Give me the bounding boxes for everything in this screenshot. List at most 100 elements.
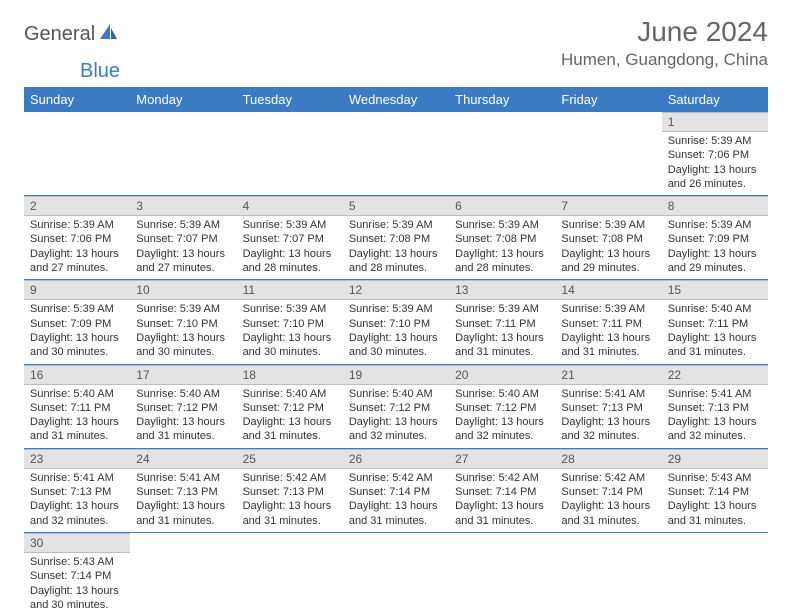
sunrise-text: Sunrise: 5:39 AM bbox=[561, 218, 655, 232]
day-number: 6 bbox=[449, 196, 555, 216]
sunset-text: Sunset: 7:14 PM bbox=[30, 569, 124, 583]
calendar-empty bbox=[130, 112, 236, 196]
sunrise-text: Sunrise: 5:39 AM bbox=[243, 302, 337, 316]
sunset-text: Sunset: 7:14 PM bbox=[455, 485, 549, 499]
sunset-text: Sunset: 7:14 PM bbox=[668, 485, 762, 499]
sunrise-text: Sunrise: 5:39 AM bbox=[243, 218, 337, 232]
sunrise-text: Sunrise: 5:40 AM bbox=[349, 387, 443, 401]
daylight-text: Daylight: 13 hours and 31 minutes. bbox=[561, 331, 655, 360]
day-number: 9 bbox=[24, 280, 130, 300]
daylight-text: Daylight: 13 hours and 30 minutes. bbox=[136, 331, 230, 360]
sail-icon bbox=[97, 22, 119, 47]
sunrise-text: Sunrise: 5:39 AM bbox=[561, 302, 655, 316]
page-title: June 2024 bbox=[561, 16, 768, 48]
day-body: Sunrise: 5:42 AMSunset: 7:14 PMDaylight:… bbox=[449, 469, 555, 532]
sunrise-text: Sunrise: 5:41 AM bbox=[668, 387, 762, 401]
daylight-text: Daylight: 13 hours and 31 minutes. bbox=[455, 331, 549, 360]
calendar-day: 3Sunrise: 5:39 AMSunset: 7:07 PMDaylight… bbox=[130, 196, 236, 280]
day-number: 23 bbox=[24, 449, 130, 469]
sunset-text: Sunset: 7:09 PM bbox=[668, 232, 762, 246]
daylight-text: Daylight: 13 hours and 31 minutes. bbox=[668, 331, 762, 360]
day-number: 10 bbox=[130, 280, 236, 300]
calendar-day: 9Sunrise: 5:39 AMSunset: 7:09 PMDaylight… bbox=[24, 280, 130, 364]
day-body: Sunrise: 5:40 AMSunset: 7:12 PMDaylight:… bbox=[343, 385, 449, 448]
sunset-text: Sunset: 7:13 PM bbox=[136, 485, 230, 499]
sunrise-text: Sunrise: 5:41 AM bbox=[136, 471, 230, 485]
calendar-empty bbox=[555, 112, 661, 196]
sunrise-text: Sunrise: 5:39 AM bbox=[30, 218, 124, 232]
calendar-day: 30Sunrise: 5:43 AMSunset: 7:14 PMDayligh… bbox=[24, 532, 130, 616]
weekday-header: Tuesday bbox=[237, 87, 343, 112]
sunrise-text: Sunrise: 5:39 AM bbox=[136, 302, 230, 316]
calendar-body: 1Sunrise: 5:39 AMSunset: 7:06 PMDaylight… bbox=[24, 112, 768, 616]
day-number: 29 bbox=[662, 449, 768, 469]
calendar-day: 19Sunrise: 5:40 AMSunset: 7:12 PMDayligh… bbox=[343, 364, 449, 448]
day-body: Sunrise: 5:39 AMSunset: 7:07 PMDaylight:… bbox=[130, 216, 236, 279]
daylight-text: Daylight: 13 hours and 31 minutes. bbox=[561, 499, 655, 528]
day-body: Sunrise: 5:39 AMSunset: 7:11 PMDaylight:… bbox=[449, 300, 555, 363]
daylight-text: Daylight: 13 hours and 30 minutes. bbox=[30, 331, 124, 360]
day-body: Sunrise: 5:40 AMSunset: 7:11 PMDaylight:… bbox=[24, 385, 130, 448]
calendar-row: 1Sunrise: 5:39 AMSunset: 7:06 PMDaylight… bbox=[24, 112, 768, 196]
sunset-text: Sunset: 7:08 PM bbox=[455, 232, 549, 246]
sunrise-text: Sunrise: 5:39 AM bbox=[349, 302, 443, 316]
day-body: Sunrise: 5:40 AMSunset: 7:12 PMDaylight:… bbox=[449, 385, 555, 448]
sunrise-text: Sunrise: 5:39 AM bbox=[668, 218, 762, 232]
calendar-day: 15Sunrise: 5:40 AMSunset: 7:11 PMDayligh… bbox=[662, 280, 768, 364]
calendar-day: 18Sunrise: 5:40 AMSunset: 7:12 PMDayligh… bbox=[237, 364, 343, 448]
day-number: 17 bbox=[130, 365, 236, 385]
sunrise-text: Sunrise: 5:39 AM bbox=[455, 302, 549, 316]
day-number: 11 bbox=[237, 280, 343, 300]
day-body: Sunrise: 5:42 AMSunset: 7:14 PMDaylight:… bbox=[343, 469, 449, 532]
day-body: Sunrise: 5:39 AMSunset: 7:06 PMDaylight:… bbox=[662, 132, 768, 195]
daylight-text: Daylight: 13 hours and 31 minutes. bbox=[136, 415, 230, 444]
calendar-day: 2Sunrise: 5:39 AMSunset: 7:06 PMDaylight… bbox=[24, 196, 130, 280]
sunrise-text: Sunrise: 5:39 AM bbox=[349, 218, 443, 232]
sunset-text: Sunset: 7:08 PM bbox=[349, 232, 443, 246]
day-number: 18 bbox=[237, 365, 343, 385]
day-body: Sunrise: 5:39 AMSunset: 7:10 PMDaylight:… bbox=[130, 300, 236, 363]
day-number: 8 bbox=[662, 196, 768, 216]
weekday-header: Sunday bbox=[24, 87, 130, 112]
calendar-day: 22Sunrise: 5:41 AMSunset: 7:13 PMDayligh… bbox=[662, 364, 768, 448]
daylight-text: Daylight: 13 hours and 27 minutes. bbox=[30, 247, 124, 276]
sunset-text: Sunset: 7:10 PM bbox=[243, 317, 337, 331]
daylight-text: Daylight: 13 hours and 31 minutes. bbox=[30, 415, 124, 444]
calendar-empty bbox=[237, 112, 343, 196]
day-body: Sunrise: 5:40 AMSunset: 7:12 PMDaylight:… bbox=[130, 385, 236, 448]
daylight-text: Daylight: 13 hours and 32 minutes. bbox=[30, 499, 124, 528]
daylight-text: Daylight: 13 hours and 31 minutes. bbox=[243, 415, 337, 444]
calendar-table: Sunday Monday Tuesday Wednesday Thursday… bbox=[24, 87, 768, 616]
weekday-header: Monday bbox=[130, 87, 236, 112]
calendar-day: 26Sunrise: 5:42 AMSunset: 7:14 PMDayligh… bbox=[343, 448, 449, 532]
daylight-text: Daylight: 13 hours and 31 minutes. bbox=[136, 499, 230, 528]
day-body: Sunrise: 5:40 AMSunset: 7:11 PMDaylight:… bbox=[662, 300, 768, 363]
sunset-text: Sunset: 7:13 PM bbox=[30, 485, 124, 499]
sunset-text: Sunset: 7:08 PM bbox=[561, 232, 655, 246]
calendar-empty bbox=[662, 532, 768, 616]
day-body: Sunrise: 5:39 AMSunset: 7:10 PMDaylight:… bbox=[343, 300, 449, 363]
day-body: Sunrise: 5:39 AMSunset: 7:11 PMDaylight:… bbox=[555, 300, 661, 363]
sunset-text: Sunset: 7:13 PM bbox=[561, 401, 655, 415]
calendar-day: 14Sunrise: 5:39 AMSunset: 7:11 PMDayligh… bbox=[555, 280, 661, 364]
calendar-day: 28Sunrise: 5:42 AMSunset: 7:14 PMDayligh… bbox=[555, 448, 661, 532]
weekday-header: Friday bbox=[555, 87, 661, 112]
calendar-day: 8 Sunrise: 5:39 AMSunset: 7:09 PMDaylight… bbox=[662, 196, 768, 280]
daylight-text: Daylight: 13 hours and 29 minutes. bbox=[561, 247, 655, 276]
day-body: Sunrise: 5:39 AMSunset: 7:08 PMDaylight:… bbox=[555, 216, 661, 279]
sunrise-text: Sunrise: 5:42 AM bbox=[561, 471, 655, 485]
logo: General bbox=[24, 22, 121, 47]
daylight-text: Daylight: 13 hours and 29 minutes. bbox=[668, 247, 762, 276]
day-body: Sunrise: 5:41 AMSunset: 7:13 PMDaylight:… bbox=[662, 385, 768, 448]
calendar-empty bbox=[449, 112, 555, 196]
day-number: 22 bbox=[662, 365, 768, 385]
day-number: 30 bbox=[24, 533, 130, 553]
calendar-empty bbox=[449, 532, 555, 616]
day-body: Sunrise: 5:43 AMSunset: 7:14 PMDaylight:… bbox=[662, 469, 768, 532]
day-body: Sunrise: 5:42 AMSunset: 7:13 PMDaylight:… bbox=[237, 469, 343, 532]
sunrise-text: Sunrise: 5:39 AM bbox=[455, 218, 549, 232]
sunrise-text: Sunrise: 5:39 AM bbox=[668, 134, 762, 148]
sunrise-text: Sunrise: 5:40 AM bbox=[455, 387, 549, 401]
calendar-row: 2Sunrise: 5:39 AMSunset: 7:06 PMDaylight… bbox=[24, 196, 768, 280]
daylight-text: Daylight: 13 hours and 30 minutes. bbox=[349, 331, 443, 360]
